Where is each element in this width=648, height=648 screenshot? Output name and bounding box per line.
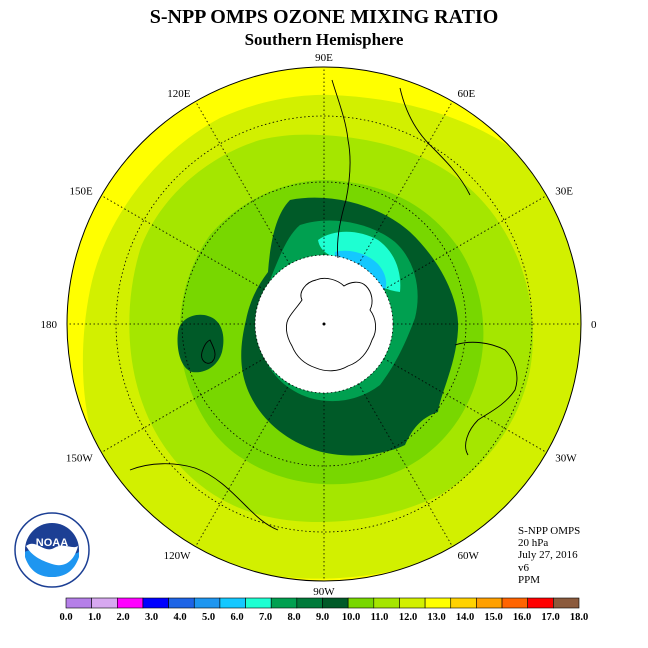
pressure-level-label: 20 hPa: [518, 537, 549, 550]
colorbar-tick-label: 10.0: [342, 612, 360, 623]
colorbar-tick-label: 8.0: [287, 612, 300, 623]
colorbar-tick-label: 18.0: [570, 612, 588, 623]
meridian-line: [195, 383, 290, 547]
colorbar-tick-label: 1.0: [88, 612, 101, 623]
zone-dark-green-west: [177, 314, 224, 373]
longitude-labels: 0 30E 60E 90E 120E 150E 180 150W 120W 90W 60W 30W: [41, 52, 598, 598]
longitude-label: 90E: [315, 52, 333, 64]
longitude-label: 60E: [458, 88, 476, 100]
colorbar-tick-label: 4.0: [173, 612, 186, 623]
noaa-logo: NOAA: [14, 512, 90, 588]
south-pole-marker: [322, 322, 326, 326]
colorbar-swatch: [91, 597, 118, 609]
meridian-line: [383, 195, 547, 290]
longitude-label: 90W: [313, 586, 335, 598]
units-label: PPM: [518, 573, 541, 586]
coastlines: [129, 79, 518, 531]
colorbar-swatch: [245, 597, 272, 609]
colorbar-tick-label: 3.0: [145, 612, 158, 623]
colorbar-swatch: [399, 597, 426, 609]
colorbar-swatch: [450, 597, 477, 609]
meridian-line: [195, 101, 290, 265]
longitude-label: 150W: [66, 453, 94, 465]
noaa-logo-text: NOAA: [36, 537, 68, 549]
colorbar-swatch: [501, 597, 528, 609]
longitude-label: 120E: [167, 88, 191, 100]
meridian-line: [358, 383, 453, 547]
colorbar-swatch: [373, 597, 400, 609]
colorbar-swatch: [527, 597, 554, 609]
meridian-line: [383, 358, 547, 453]
colorbar-swatch: [219, 597, 246, 609]
colorbar-tick-label: 12.0: [399, 612, 417, 623]
colorbar-swatch: [424, 597, 452, 609]
longitude-label: 60W: [458, 550, 480, 562]
ozone-field: [67, 67, 581, 581]
colorbar-tick-label: 15.0: [484, 612, 502, 623]
colorbar-swatch: [296, 597, 323, 609]
colorbar-tick-label: 0.0: [59, 612, 72, 623]
longitude-label: 30W: [555, 453, 577, 465]
meridian-line: [101, 195, 265, 290]
instrument-label: S-NPP OMPS: [518, 525, 581, 537]
meridian-line: [358, 101, 453, 265]
colorbar-tick-label: 7.0: [259, 612, 272, 623]
colorbar-tick-label: 14.0: [456, 612, 474, 623]
colorbar-tick-label: 6.0: [230, 612, 243, 623]
colorbar-tick-label: 2.0: [116, 612, 129, 623]
version-label: v6: [518, 561, 529, 574]
colorbar-swatch: [65, 597, 92, 609]
map-subtitle: Southern Hemisphere: [244, 30, 404, 49]
map-title: S-NPP OMPS OZONE MIXING RATIO: [149, 6, 499, 28]
colorbar-tick-label: 17.0: [541, 612, 559, 623]
colorbar-swatch: [142, 597, 169, 609]
map-boundary: [66, 66, 582, 582]
info-block: S-NPP OMPS 20 hPa July 27, 2016 v6 PPM: [518, 525, 580, 586]
colorbar-tick-label: 5.0: [202, 612, 215, 623]
longitude-label: 150E: [70, 186, 94, 198]
longitude-label: 30E: [555, 186, 573, 198]
colorbar-swatch: [270, 597, 298, 609]
longitude-label: 120W: [164, 550, 192, 562]
colorbar-swatch: [168, 597, 195, 609]
colorbar-tick-label: 13.0: [427, 612, 445, 623]
colorbar-tick-label: 9.0: [316, 612, 329, 623]
meridian-lines: [67, 67, 581, 581]
colorbar-tick-label: 11.0: [371, 612, 389, 623]
colorbar-swatch: [476, 597, 503, 609]
colorbar-swatch: [347, 597, 375, 609]
colorbar-swatch: [117, 597, 144, 609]
longitude-label: 0: [591, 319, 597, 331]
colorbar-swatch: [553, 597, 580, 609]
date-label: July 27, 2016: [518, 549, 578, 562]
meridian-line: [101, 358, 265, 453]
colorbar-swatch: [193, 597, 221, 609]
longitude-label: 180: [41, 319, 58, 331]
colorbar: 0.0 1.0 2.0 3.0 4.0 5.0 6.0 7.0 8.0 9.0 10.0 11.0 12…: [59, 597, 588, 623]
colorbar-tick-label: 16.0: [513, 612, 531, 623]
colorbar-swatch: [322, 597, 349, 609]
